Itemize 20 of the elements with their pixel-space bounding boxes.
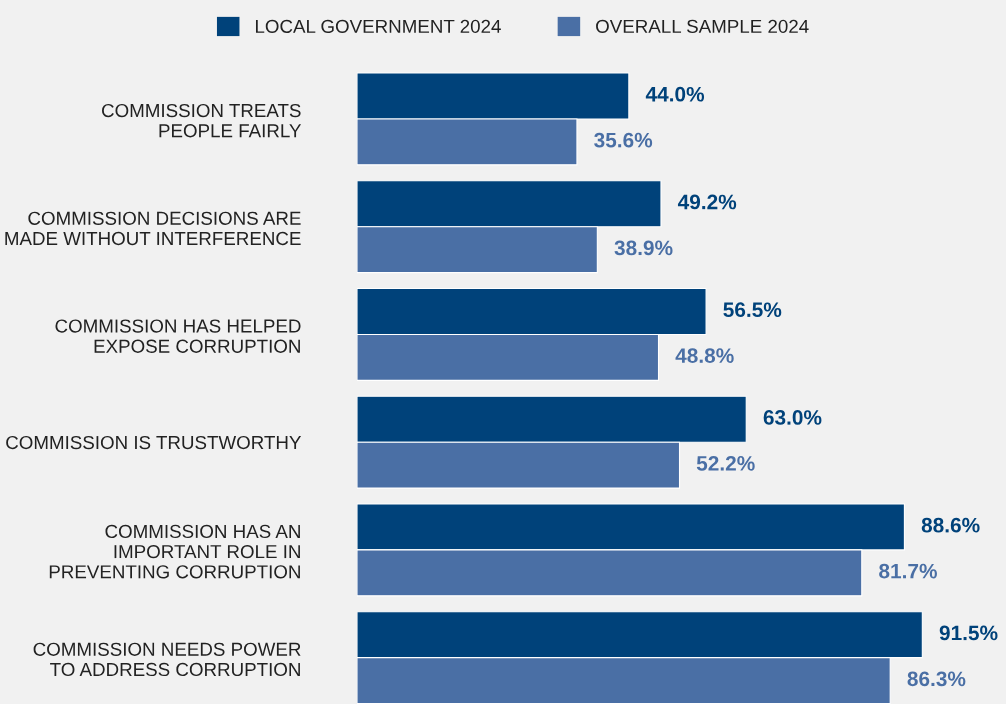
legend-label: LOCAL GOVERNMENT 2024 — [256, 19, 501, 33]
y-tick-label: COMMISSION HAS AN IMPORTANT ROLE IN PREVENTING CORRUPTION — [49, 524, 300, 579]
legend-label: OVERALL SAMPLE 2024 — [596, 19, 809, 33]
y-tick-label: COMMISSION DECISIONS ARE MADE WITHOUT INTERFERENCE — [5, 211, 301, 246]
data-label: 86.3% — [907, 671, 966, 687]
data-label: 81.7% — [879, 563, 937, 579]
y-tick-label: COMMISSION IS TRUSTWORTHY — [6, 435, 302, 450]
data-label: 38.9% — [614, 240, 673, 256]
y-tick-label: COMMISSION HAS HELPED EXPOSE CORRUPTION — [55, 319, 301, 353]
data-label: 48.8% — [675, 348, 734, 363]
data-label: 35.6% — [594, 132, 653, 148]
data-label: 91.5% — [939, 625, 998, 641]
data-label: 49.2% — [677, 194, 737, 210]
data-label: 56.5% — [723, 302, 782, 318]
y-tick-label: COMMISSION TREATS PEOPLE FAIRLY — [102, 103, 302, 138]
data-label: 63.0% — [763, 410, 822, 425]
data-label: 44.0% — [645, 86, 705, 102]
data-label: 88.6% — [921, 517, 980, 533]
y-tick-label: COMMISSION NEEDS POWER TO ADDRESS CORRUPTION — [33, 642, 301, 677]
data-label: 52.2% — [696, 455, 755, 471]
